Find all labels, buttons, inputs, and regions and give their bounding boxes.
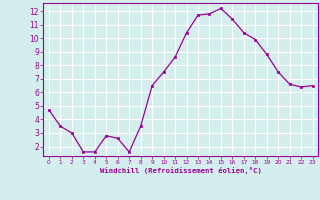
X-axis label: Windchill (Refroidissement éolien,°C): Windchill (Refroidissement éolien,°C) <box>100 167 262 174</box>
